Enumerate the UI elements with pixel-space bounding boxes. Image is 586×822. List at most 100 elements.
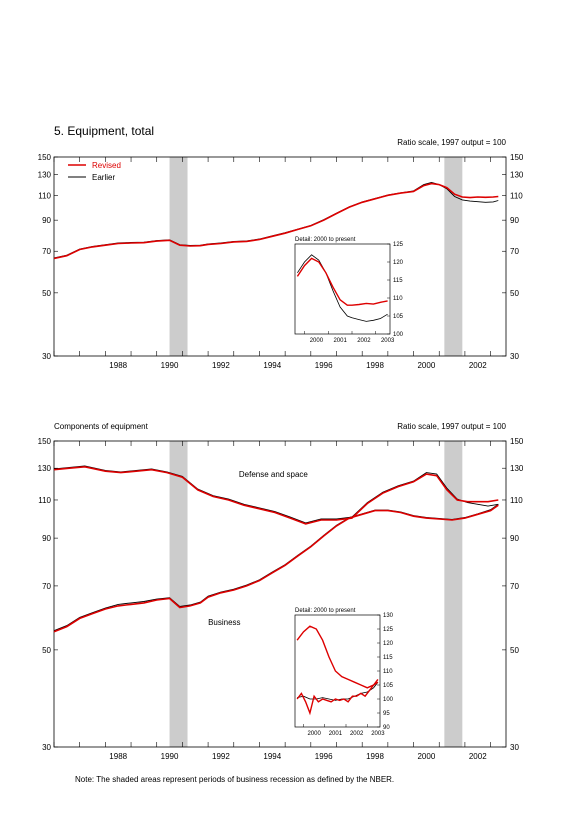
inset-x-tick-label: 2002 [357,338,371,344]
header-right: Ratio scale, 1997 output = 100 [397,138,506,147]
x-tick-label: 2002 [469,361,487,370]
x-tick-label: 1994 [263,361,281,370]
y-tick-right-label: 110 [510,191,523,200]
y-tick-right-label: 70 [510,582,519,591]
x-tick-label: 1988 [109,361,127,370]
y-tick-right-label: 70 [510,247,519,256]
y-tick-right-label: 150 [510,437,524,446]
inset-series-line-earlier [297,254,388,322]
inset-y-tick-label: 115 [393,278,403,284]
x-tick-label: 1996 [315,752,333,761]
y-tick-left-label: 30 [42,743,51,752]
recession-band-2 [444,157,463,356]
series-annotation: Business [208,618,240,627]
series-line-earlier [53,182,499,259]
detail-inset: Detail: 2000 to present 90 95 100 105 110 115 1… [294,608,394,737]
x-tick-label: 1992 [212,752,230,761]
inset-x-tick-label: 2001 [333,338,347,344]
y-tick-left-label: 130 [38,464,52,473]
inset-title: Detail: 2000 to present [295,237,356,243]
x-tick-label: 2000 [417,361,435,370]
inset-x-tick-label: 2001 [329,731,343,737]
inset-y-tick-label: 125 [393,242,404,248]
inset-series-line-defense-and-space [296,625,379,689]
inset-y-tick-label: 130 [383,613,394,619]
y-tick-right-label: 130 [510,464,524,473]
recession-band-1 [169,441,188,747]
inset-y-tick-label: 100 [393,332,404,338]
inset-x-tick-label: 2003 [371,731,385,737]
inset-x-tick-label: 2000 [310,338,324,344]
inset-y-tick-label: 125 [383,627,394,633]
y-tick-left-label: 110 [38,496,51,505]
page-title: 5. Equipment, total [54,124,154,138]
y-tick-left-label: 50 [42,289,51,298]
inset-title: Detail: 2000 to present [295,608,356,614]
inset-x-tick-label: 2000 [307,731,321,737]
x-tick-label: 1994 [263,752,281,761]
y-tick-left-label: 150 [38,437,52,446]
plot-frame [53,440,507,748]
inset-y-tick-label: 115 [383,655,393,661]
inset-y-tick-label: 105 [383,683,394,689]
x-tick-label: 1990 [161,752,179,761]
y-tick-left-label: 90 [42,534,51,543]
x-tick-label: 1988 [109,752,127,761]
y-tick-left-label: 30 [42,352,51,361]
y-tick-right-label: 90 [510,534,519,543]
x-tick-label: 2002 [469,752,487,761]
inset-y-tick-label: 100 [383,697,394,703]
inset-y-tick-label: 110 [383,669,393,675]
inset-y-tick-label: 95 [383,711,390,717]
y-tick-right-label: 150 [510,153,524,162]
y-tick-right-label: 50 [510,289,519,298]
y-tick-left-label: 110 [38,191,51,200]
x-tick-label: 1998 [366,752,384,761]
footnote: Note: The shaded areas represent periods… [75,775,394,784]
recession-band-2 [444,441,463,747]
y-tick-left-label: 130 [38,171,52,180]
plot-frame [53,156,507,357]
y-tick-right-label: 110 [510,496,523,505]
detail-inset: Detail: 2000 to present 100 105 110 115 120 12… [294,237,404,344]
header-left: Components of equipment [54,422,149,431]
inset-frame [294,614,381,728]
equipment-total-chart: Ratio scale, 1997 output = 100 30 30 50 50 70… [38,138,524,370]
x-tick-label: 1996 [315,361,333,370]
recession-band-1 [169,157,188,356]
inset-y-tick-label: 105 [393,314,404,320]
inset-series-line-revised [296,257,388,306]
inset-x-tick-label: 2003 [381,338,395,344]
y-tick-right-label: 130 [510,171,524,180]
components-of-equipment-chart: Components of equipment Ratio scale, 1997… [38,422,524,761]
x-tick-label: 1990 [161,361,179,370]
inset-x-tick-label: 2002 [350,731,364,737]
header-right: Ratio scale, 1997 output = 100 [397,422,506,431]
y-tick-left-label: 50 [42,646,51,655]
y-tick-left-label: 70 [42,582,51,591]
inset-y-tick-label: 110 [393,296,403,302]
x-tick-label: 2000 [417,752,435,761]
x-tick-label: 1998 [366,361,384,370]
inset-y-tick-label: 120 [383,641,394,647]
series-line-defense-and-space [53,465,499,525]
y-tick-right-label: 30 [510,743,519,752]
y-tick-right-label: 90 [510,216,519,225]
series-line-business [53,504,499,633]
y-tick-left-label: 70 [42,247,51,256]
series-annotation: Defense and space [239,470,308,479]
series-line-revised [53,182,499,260]
y-tick-right-label: 50 [510,646,519,655]
y-tick-right-label: 30 [510,352,519,361]
series-line-business-earlier [53,503,499,632]
inset-series-line-business [296,678,379,716]
legend-label-earlier: Earlier [92,173,115,182]
x-tick-label: 1992 [212,361,230,370]
y-tick-left-label: 150 [38,153,52,162]
legend-label-revised: Revised [92,161,121,170]
inset-y-tick-label: 90 [383,725,390,731]
y-tick-left-label: 90 [42,216,51,225]
inset-y-tick-label: 120 [393,260,404,266]
